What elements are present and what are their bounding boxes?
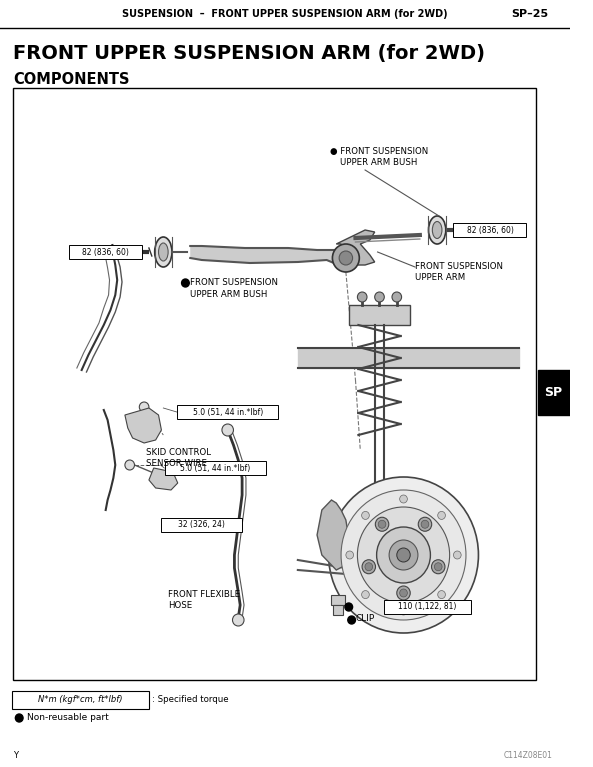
Circle shape: [333, 244, 359, 272]
Ellipse shape: [158, 243, 168, 261]
Ellipse shape: [155, 237, 172, 267]
Bar: [161, 518, 242, 532]
Text: 5.0 (51, 44 in.*lbf): 5.0 (51, 44 in.*lbf): [193, 407, 263, 416]
Polygon shape: [317, 500, 350, 570]
Circle shape: [232, 614, 244, 626]
Circle shape: [438, 512, 445, 519]
Text: FRONT FLEXIBLE: FRONT FLEXIBLE: [168, 590, 240, 599]
Circle shape: [400, 589, 407, 597]
Circle shape: [362, 512, 369, 519]
Circle shape: [358, 292, 367, 302]
Bar: [331, 595, 345, 605]
Text: UPPER ARM: UPPER ARM: [415, 273, 466, 282]
Circle shape: [397, 586, 410, 600]
Text: SUSPENSION  –  FRONT UPPER SUSPENSION ARM (for 2WD): SUSPENSION – FRONT UPPER SUSPENSION ARM …: [122, 9, 448, 19]
Circle shape: [358, 507, 449, 603]
Circle shape: [438, 591, 445, 598]
Circle shape: [421, 520, 429, 528]
Circle shape: [389, 540, 418, 570]
Circle shape: [418, 517, 432, 532]
Text: UPPER ARM BUSH: UPPER ARM BUSH: [340, 158, 417, 167]
Text: HOSE: HOSE: [168, 601, 192, 610]
Text: SKID CONTROL: SKID CONTROL: [146, 448, 211, 457]
Circle shape: [378, 520, 386, 528]
Circle shape: [365, 563, 372, 571]
Text: 82 (836, 60): 82 (836, 60): [82, 248, 129, 256]
Text: SP: SP: [544, 386, 562, 399]
Circle shape: [454, 551, 461, 559]
Text: : Specified torque: : Specified torque: [152, 696, 228, 705]
Ellipse shape: [429, 216, 446, 244]
Text: COMPONENTS: COMPONENTS: [14, 72, 130, 87]
Circle shape: [125, 460, 135, 470]
Circle shape: [345, 603, 353, 611]
Text: 110 (1,122, 81): 110 (1,122, 81): [398, 603, 457, 611]
Circle shape: [346, 551, 353, 559]
Circle shape: [341, 490, 466, 620]
Circle shape: [339, 251, 353, 265]
Polygon shape: [149, 468, 178, 490]
Circle shape: [139, 402, 149, 412]
Text: SP–25: SP–25: [511, 9, 549, 19]
Circle shape: [397, 548, 410, 562]
Bar: [349, 305, 410, 325]
Polygon shape: [125, 408, 161, 443]
Ellipse shape: [432, 222, 442, 239]
Text: CLIP: CLIP: [355, 614, 375, 623]
Bar: [165, 461, 266, 475]
Text: Non-reusable part: Non-reusable part: [27, 713, 109, 723]
Text: 32 (326, 24): 32 (326, 24): [178, 521, 225, 529]
Circle shape: [362, 560, 375, 574]
Bar: [333, 605, 343, 615]
Text: SENSOR WIRE: SENSOR WIRE: [146, 459, 207, 468]
Text: UPPER ARM BUSH: UPPER ARM BUSH: [190, 290, 267, 299]
Text: 5.0 (51, 44 in.*lbf): 5.0 (51, 44 in.*lbf): [180, 463, 250, 472]
Circle shape: [375, 292, 384, 302]
Polygon shape: [190, 246, 346, 268]
Circle shape: [181, 279, 189, 287]
Circle shape: [362, 591, 369, 598]
Text: FRONT UPPER SUSPENSION ARM (for 2WD): FRONT UPPER SUSPENSION ARM (for 2WD): [14, 44, 486, 63]
FancyBboxPatch shape: [12, 691, 149, 709]
Circle shape: [400, 495, 407, 503]
Polygon shape: [350, 498, 418, 590]
Circle shape: [375, 517, 389, 532]
Circle shape: [400, 607, 407, 615]
Bar: [177, 405, 278, 419]
Circle shape: [347, 616, 355, 624]
Circle shape: [435, 563, 442, 571]
Bar: [14, 88, 536, 680]
Text: C114Z08E01: C114Z08E01: [503, 750, 553, 759]
Circle shape: [392, 292, 401, 302]
Text: FRONT SUSPENSION: FRONT SUSPENSION: [190, 278, 278, 287]
Text: 82 (836, 60): 82 (836, 60): [467, 225, 514, 235]
Circle shape: [329, 477, 479, 633]
Bar: [69, 245, 142, 259]
Circle shape: [15, 714, 23, 722]
Bar: [384, 600, 471, 614]
Polygon shape: [336, 230, 375, 265]
Circle shape: [432, 560, 445, 574]
Circle shape: [222, 424, 234, 436]
Text: ● FRONT SUSPENSION: ● FRONT SUSPENSION: [330, 147, 428, 156]
Bar: [538, 370, 570, 415]
Text: FRONT SUSPENSION: FRONT SUSPENSION: [415, 262, 503, 271]
Bar: [454, 223, 527, 237]
Text: N*m (kgf*cm, ft*lbf): N*m (kgf*cm, ft*lbf): [39, 696, 123, 705]
Text: Y: Y: [14, 750, 18, 759]
Circle shape: [377, 527, 431, 583]
